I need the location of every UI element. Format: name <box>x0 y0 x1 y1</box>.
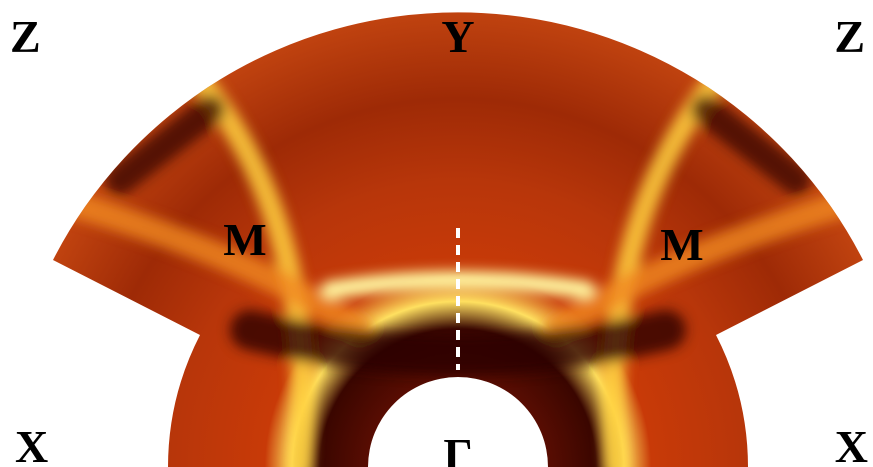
label: X <box>15 421 48 467</box>
label: M <box>223 214 266 265</box>
intensity-map <box>0 0 873 467</box>
label: Y <box>441 11 474 62</box>
label: Γ <box>443 429 472 467</box>
label: Z <box>834 11 865 62</box>
fermi-surface-figure: Z Y Z M M X Γ X <box>0 0 873 467</box>
label: M <box>660 219 703 270</box>
label: Z <box>10 11 41 62</box>
label: X <box>835 421 868 467</box>
